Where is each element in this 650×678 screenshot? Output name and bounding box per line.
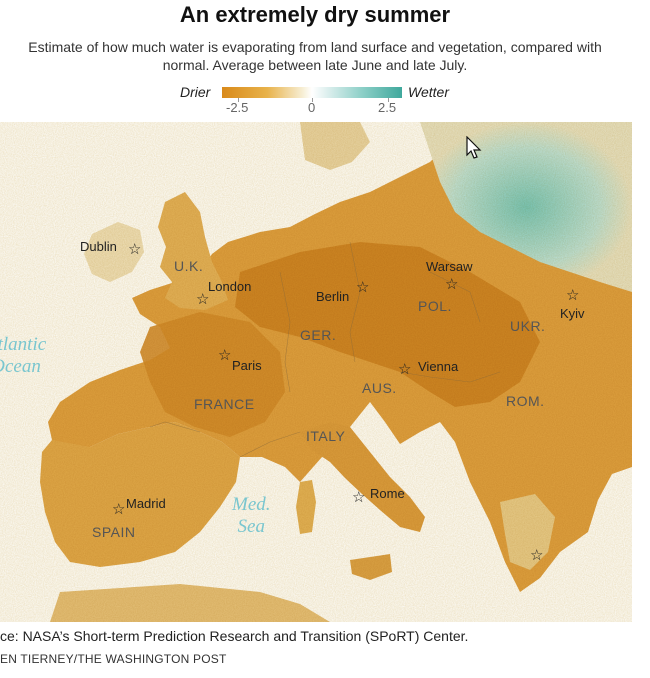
map-texture xyxy=(0,122,632,622)
legend-tick-label: -2.5 xyxy=(226,100,249,115)
credit-note: EN TIERNEY/THE WASHINGTON POST xyxy=(0,652,227,666)
country-label: FRANCE xyxy=(194,396,255,412)
legend-tick-label: 0 xyxy=(308,100,316,115)
map-canvas xyxy=(0,122,632,622)
source-note: ce: NASA’s Short-term Prediction Researc… xyxy=(0,628,469,644)
country-borders xyxy=(149,241,501,458)
city-star-icon: ☆ xyxy=(356,279,370,296)
legend-drier-label: Drier xyxy=(180,84,211,100)
city-label: London xyxy=(208,279,252,294)
chart-title: An extremely dry summer xyxy=(179,2,451,27)
city-star-icon: ☆ xyxy=(530,547,544,564)
chart-subtitle: Estimate of how much water is evaporatin… xyxy=(28,39,602,73)
legend-color-bar xyxy=(222,87,402,98)
legend-tick-mark xyxy=(238,98,239,102)
city-label: Madrid xyxy=(126,496,166,511)
sea-label-line: Sea xyxy=(237,516,265,537)
city-label: Paris xyxy=(232,358,262,373)
sea-label-line: Ocean xyxy=(0,356,41,377)
legend-tick-label: 2.5 xyxy=(378,100,397,115)
city-star-icon: ☆ xyxy=(218,347,232,364)
sea-label-atlantic: Atlantic Ocean xyxy=(0,334,46,378)
city-star-icon: ☆ xyxy=(196,291,210,308)
city-star-icon: ☆ xyxy=(398,361,412,378)
country-label: SPAIN xyxy=(92,524,136,540)
europe-map: Atlantic Ocean Med. Sea U.K. GER. POL. U… xyxy=(0,122,632,622)
country-label: U.K. xyxy=(174,258,204,274)
country-label: POL. xyxy=(418,298,452,314)
city-star-icon: ☆ xyxy=(352,489,366,506)
legend-wetter-label: Wetter xyxy=(408,84,449,100)
legend-tick-mark xyxy=(388,98,389,102)
city-label: Vienna xyxy=(418,359,459,374)
color-legend: Drier -2.5 0 2.5 Wetter xyxy=(0,84,650,120)
legend-tick-mark xyxy=(312,98,313,102)
country-label: AUS. xyxy=(362,380,397,396)
city-label: Kyiv xyxy=(560,306,585,321)
country-label: UKR. xyxy=(510,318,546,334)
mouse-cursor-icon xyxy=(466,136,482,159)
sea-label-mediterranean: Med. Sea xyxy=(232,494,271,538)
city-star-icon: ☆ xyxy=(128,241,142,258)
city-label: Rome xyxy=(370,486,405,501)
city-star-icon: ☆ xyxy=(445,276,459,293)
city-label: Berlin xyxy=(316,289,350,304)
city-label: Warsaw xyxy=(426,259,473,274)
city-star-icon: ☆ xyxy=(112,501,126,518)
sea-label-line: Med. xyxy=(232,494,271,515)
city-label: Dublin xyxy=(80,239,117,254)
country-label: GER. xyxy=(300,327,337,343)
country-label: ROM. xyxy=(506,393,545,409)
city-star-icon: ☆ xyxy=(566,287,580,304)
country-label: ITALY xyxy=(306,428,346,444)
sea-label-line: Atlantic xyxy=(0,334,47,355)
